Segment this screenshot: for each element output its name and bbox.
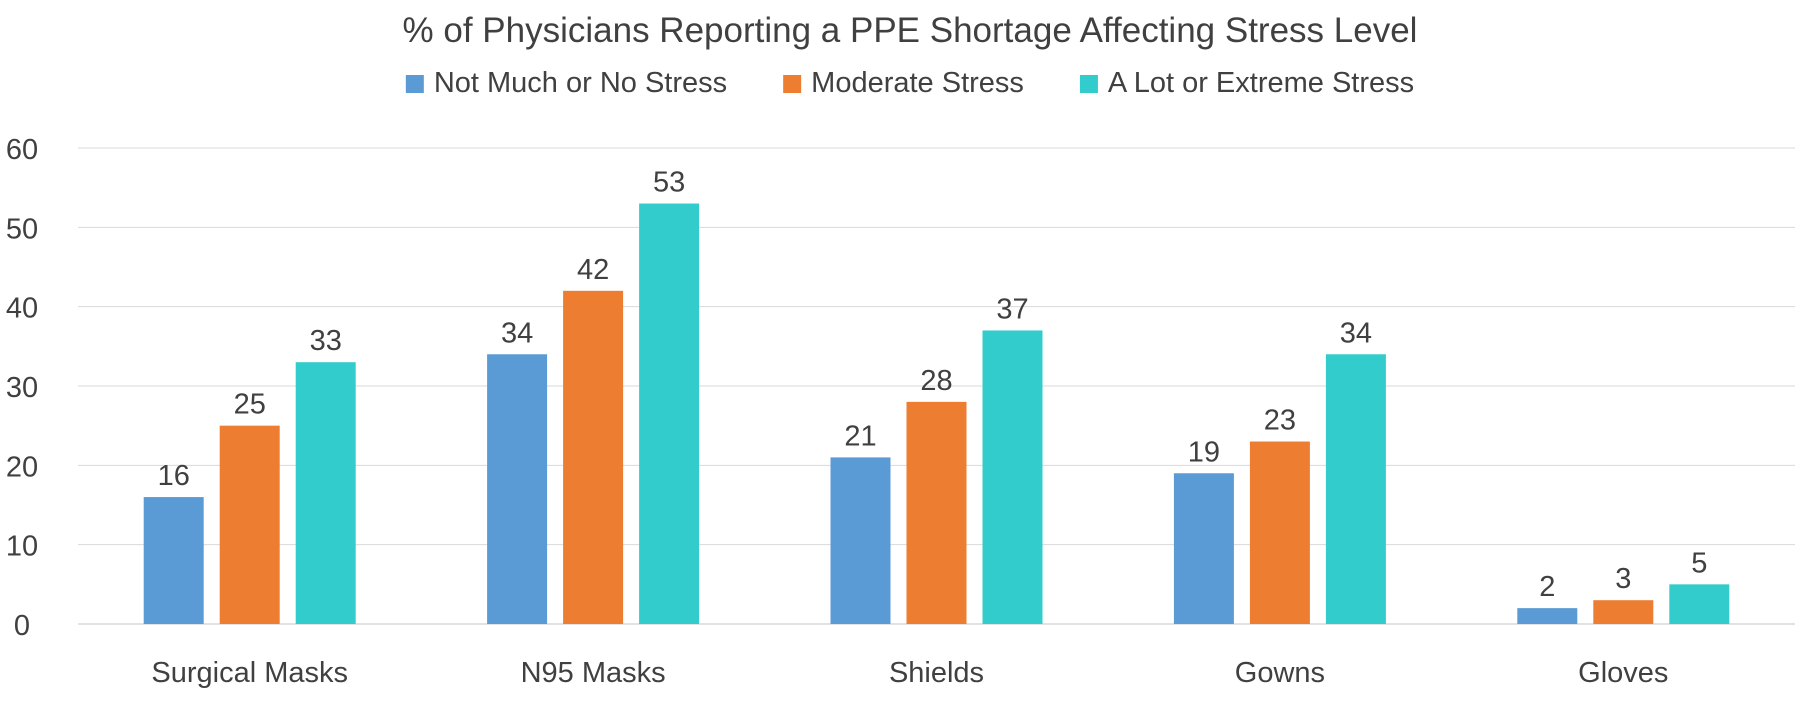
data-label: 16 [158, 460, 190, 492]
bar-1-0 [487, 354, 548, 624]
bar-1-1 [563, 290, 624, 624]
data-label: 5 [1691, 547, 1707, 579]
gridlines [78, 147, 1795, 625]
bar-2-2 [982, 330, 1043, 624]
bar-3-0 [1173, 473, 1234, 624]
legend-label: A Lot or Extreme Stress [1108, 67, 1414, 99]
y-axis: 0 10 20 30 40 50 60 [6, 134, 38, 642]
legend-swatch [783, 75, 802, 93]
bar-1-2 [639, 203, 700, 625]
x-tick-label: Gowns [1235, 657, 1325, 689]
bar-0-1 [219, 425, 280, 624]
chart-title: % of Physicians Reporting a PPE Shortage… [403, 11, 1418, 50]
bar-3-1 [1249, 441, 1310, 624]
bars [143, 203, 1730, 625]
bar-2-0 [830, 457, 891, 624]
data-label: 21 [844, 420, 876, 452]
data-label: 25 [234, 389, 266, 421]
data-label: 42 [577, 254, 609, 286]
x-tick-label: Surgical Masks [151, 657, 348, 689]
data-label: 34 [1340, 317, 1372, 349]
legend-swatch [405, 75, 424, 93]
legend-label: Not Much or No Stress [434, 67, 727, 99]
x-tick-label: Shields [889, 657, 984, 689]
bar-4-0 [1517, 608, 1578, 624]
data-label: 34 [501, 317, 533, 349]
data-label: 37 [996, 293, 1028, 325]
x-tick-label: Gloves [1578, 657, 1668, 689]
bar-2-1 [906, 401, 967, 624]
data-label: 53 [653, 167, 685, 199]
data-label: 3 [1615, 563, 1631, 595]
legend-item: Not Much or No Stress [405, 67, 727, 99]
bar-0-0 [143, 497, 204, 624]
y-tick-label: 20 [6, 451, 38, 483]
bar-0-2 [295, 362, 356, 624]
data-label: 2 [1539, 571, 1555, 603]
bar-4-2 [1669, 584, 1730, 624]
y-tick-label: 50 [6, 213, 38, 245]
data-label: 23 [1264, 405, 1296, 437]
data-label: 28 [920, 365, 952, 397]
data-label: 33 [310, 325, 342, 357]
legend-swatch [1079, 75, 1098, 93]
bar-3-2 [1325, 354, 1386, 624]
y-tick-label: 60 [6, 134, 38, 166]
legend-item: Moderate Stress [783, 67, 1024, 99]
legend-item: A Lot or Extreme Stress [1079, 67, 1414, 99]
legend: Not Much or No Stress Moderate Stress A Lo… [405, 67, 1414, 99]
y-tick-label: 0 [14, 610, 30, 642]
bar-4-1 [1593, 600, 1654, 624]
data-label: 19 [1188, 436, 1220, 468]
legend-label: Moderate Stress [811, 67, 1024, 99]
y-tick-label: 40 [6, 293, 38, 325]
x-tick-label: N95 Masks [521, 657, 666, 689]
y-tick-label: 30 [6, 372, 38, 404]
x-axis: Surgical Masks N95 Masks Shields Gowns Glove… [151, 657, 1668, 689]
y-tick-label: 10 [6, 531, 38, 563]
